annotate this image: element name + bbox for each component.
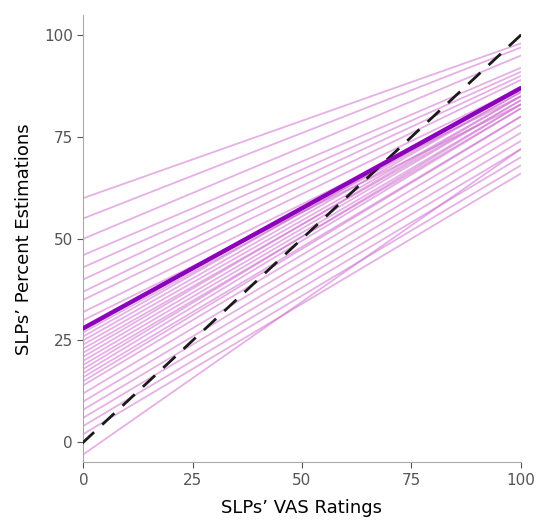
X-axis label: SLPs’ VAS Ratings: SLPs’ VAS Ratings bbox=[222, 499, 382, 517]
Y-axis label: SLPs’ Percent Estimations: SLPs’ Percent Estimations bbox=[15, 123, 33, 354]
